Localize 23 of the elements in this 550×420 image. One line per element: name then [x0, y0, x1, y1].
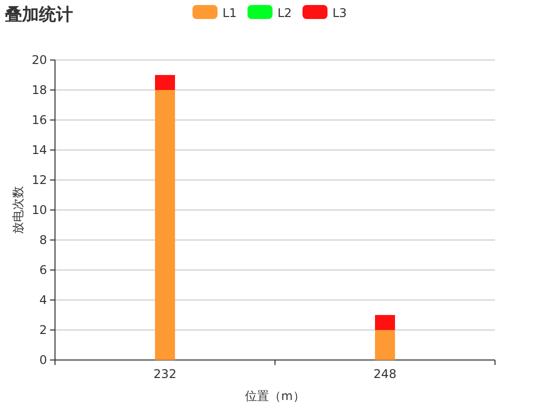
y-tick-label: 14	[32, 143, 47, 157]
bar	[375, 330, 395, 360]
legend-label: L3	[332, 6, 347, 20]
y-tick-label: 16	[32, 113, 47, 127]
bar	[375, 315, 395, 330]
bar	[155, 75, 175, 90]
y-tick-label: 10	[32, 203, 47, 217]
y-axis-title: 放电次数	[11, 186, 25, 234]
x-tick-label: 232	[154, 367, 176, 381]
x-axis-title: 位置（m）	[245, 389, 305, 403]
legend-label: L2	[278, 6, 292, 20]
legend-label: L1	[222, 6, 237, 20]
x-tick-label: 248	[374, 367, 396, 381]
y-tick-label: 8	[39, 233, 47, 247]
y-tick-label: 12	[32, 173, 47, 187]
chart-title: 叠加统计	[4, 5, 73, 25]
y-tick-label: 18	[32, 83, 47, 97]
y-tick-label: 6	[39, 263, 47, 277]
bar	[155, 90, 175, 360]
y-tick-label: 2	[39, 323, 47, 337]
y-tick-label: 20	[32, 53, 47, 67]
y-tick-label: 0	[39, 353, 47, 367]
y-tick-label: 4	[39, 293, 47, 307]
